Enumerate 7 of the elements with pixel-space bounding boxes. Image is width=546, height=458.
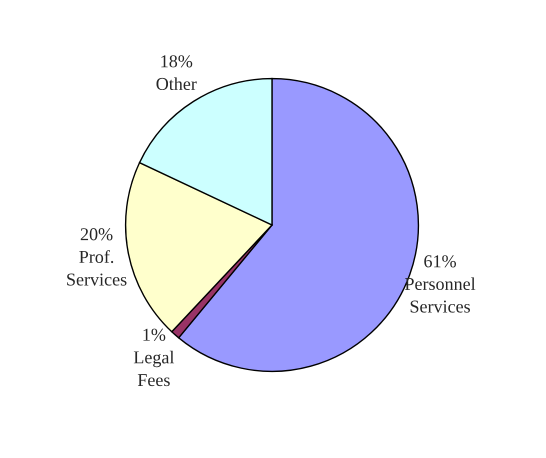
slice-label: Prof. Services [67, 250, 126, 286]
data-label: 20% [80, 228, 112, 240]
data-label: 18% [161, 55, 192, 68]
data-label: 61% [424, 255, 456, 268]
slice-label: Other [156, 77, 197, 90]
data-label: 1% [143, 328, 166, 341]
slice-label: Legal Fees [134, 350, 174, 386]
